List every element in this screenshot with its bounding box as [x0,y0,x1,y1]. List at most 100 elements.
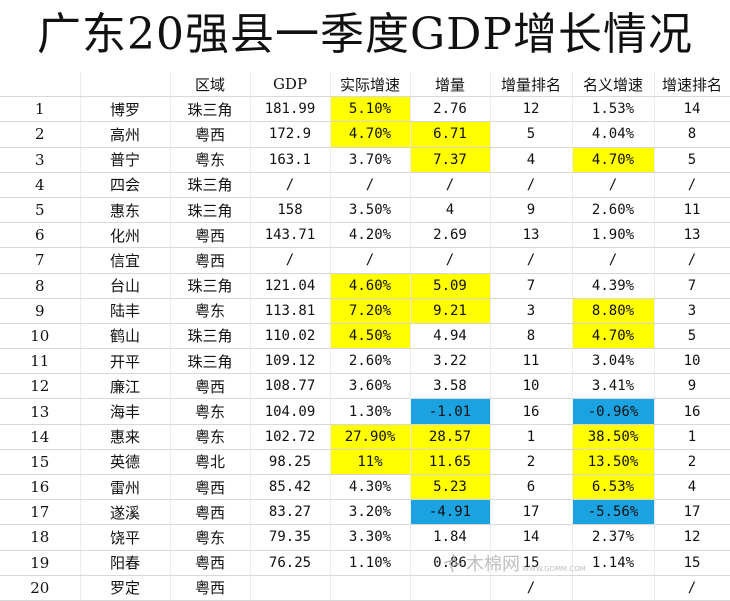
cell-growth-rank: 3 [654,298,730,323]
cell-increment: 11.65 [410,449,490,474]
header-gdp: GDP [250,72,330,97]
cell-growth-rank: 2 [654,449,730,474]
cell-growth-rank: 13 [654,223,730,248]
header-nominal-growth: 名义增速 [572,72,654,97]
cell-region: 粤东 [170,147,250,172]
cell-rank: 3 [0,147,80,172]
cell-increment: 7.37 [410,147,490,172]
cell-nominal-growth: 6.53% [572,475,654,500]
cell-real-growth: 27.90% [330,424,410,449]
cell-nominal-growth: 2.60% [572,197,654,222]
cell-nominal-growth: 13.50% [572,449,654,474]
cell-increment-rank: 10 [490,374,572,399]
cell-increment: 3.22 [410,349,490,374]
cell-region: 粤西 [170,374,250,399]
cell-increment-rank: 9 [490,197,572,222]
cell-real-growth: 3.30% [330,525,410,550]
cell-rank: 19 [0,550,80,575]
cell-growth-rank: 12 [654,525,730,550]
cell-growth-rank: 4 [654,475,730,500]
cell-real-growth: 3.50% [330,197,410,222]
cell-rank: 12 [0,374,80,399]
cell-rank: 4 [0,172,80,197]
cell-increment: 2.69 [410,223,490,248]
cell-nominal-growth: 1.14% [572,550,654,575]
cell-real-growth: 3.70% [330,147,410,172]
cell-gdp: / [250,172,330,197]
cell-rank: 14 [0,424,80,449]
cell-growth-rank: 8 [654,122,730,147]
cell-increment-rank: 13 [490,223,572,248]
cell-real-growth: / [330,172,410,197]
header-region: 区域 [170,72,250,97]
cell-gdp: 121.04 [250,273,330,298]
cell-gdp: 163.1 [250,147,330,172]
cell-growth-rank: 7 [654,273,730,298]
cell-increment-rank: 8 [490,323,572,348]
cell-growth-rank: 16 [654,399,730,424]
cell-increment-rank: 6 [490,475,572,500]
cell-rank: 6 [0,223,80,248]
cell-gdp: 113.81 [250,298,330,323]
page-title: 广东20强县一季度GDP增长情况 [0,4,730,66]
cell-gdp: 108.77 [250,374,330,399]
cell-growth-rank: 9 [654,374,730,399]
cell-increment: 3.58 [410,374,490,399]
cell-region: 粤东 [170,424,250,449]
cell-increment-rank: 12 [490,97,572,122]
cell-increment-rank: 4 [490,147,572,172]
cell-increment-rank: 14 [490,525,572,550]
header-increment: 增量 [410,72,490,97]
cell-real-growth: 3.60% [330,374,410,399]
cell-increment: -1.01 [410,399,490,424]
cell-region: 粤西 [170,223,250,248]
cell-county: 英德 [80,449,170,474]
cell-region: 粤东 [170,525,250,550]
cell-rank: 20 [0,575,80,600]
cell-real-growth: 11% [330,449,410,474]
cell-region: 珠三角 [170,197,250,222]
cell-nominal-growth: 4.70% [572,323,654,348]
cell-real-growth: / [330,248,410,273]
cell-real-growth: 4.60% [330,273,410,298]
cell-rank: 9 [0,298,80,323]
cell-region: 粤东 [170,298,250,323]
cell-real-growth: 4.70% [330,122,410,147]
cell-increment-rank: / [490,248,572,273]
cell-gdp: 109.12 [250,349,330,374]
cell-gdp: 104.09 [250,399,330,424]
cell-gdp: 158 [250,197,330,222]
cell-increment-rank: 16 [490,399,572,424]
cell-nominal-growth: -0.96% [572,399,654,424]
cell-growth-rank: / [654,248,730,273]
cell-increment: 1.84 [410,525,490,550]
cell-county: 惠来 [80,424,170,449]
cell-county: 陆丰 [80,298,170,323]
cell-county: 信宜 [80,248,170,273]
cell-real-growth: 4.50% [330,323,410,348]
cell-increment-rank: 15 [490,550,572,575]
cell-rank: 1 [0,97,80,122]
cell-region: 珠三角 [170,349,250,374]
cell-increment-rank: 2 [490,449,572,474]
cell-gdp [250,575,330,600]
cell-nominal-growth: / [572,172,654,197]
cell-rank: 17 [0,500,80,525]
cell-rank: 10 [0,323,80,348]
cell-county: 雷州 [80,475,170,500]
cell-increment: 4.94 [410,323,490,348]
